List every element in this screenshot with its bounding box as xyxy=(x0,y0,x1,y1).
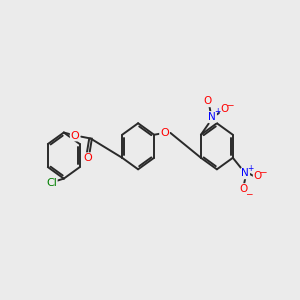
Text: N: N xyxy=(208,112,216,122)
Text: +: + xyxy=(214,107,220,116)
Text: +: + xyxy=(247,164,253,173)
Text: −: − xyxy=(245,189,252,198)
Text: O: O xyxy=(254,171,262,182)
Text: O: O xyxy=(160,128,169,138)
Text: −: − xyxy=(226,100,233,109)
Text: O: O xyxy=(240,184,248,194)
Text: O: O xyxy=(71,130,80,140)
Text: O: O xyxy=(220,104,229,114)
Text: N: N xyxy=(242,168,249,178)
Text: O: O xyxy=(84,153,92,163)
Text: O: O xyxy=(204,96,212,106)
Text: Cl: Cl xyxy=(46,178,57,188)
Text: −: − xyxy=(259,167,266,176)
